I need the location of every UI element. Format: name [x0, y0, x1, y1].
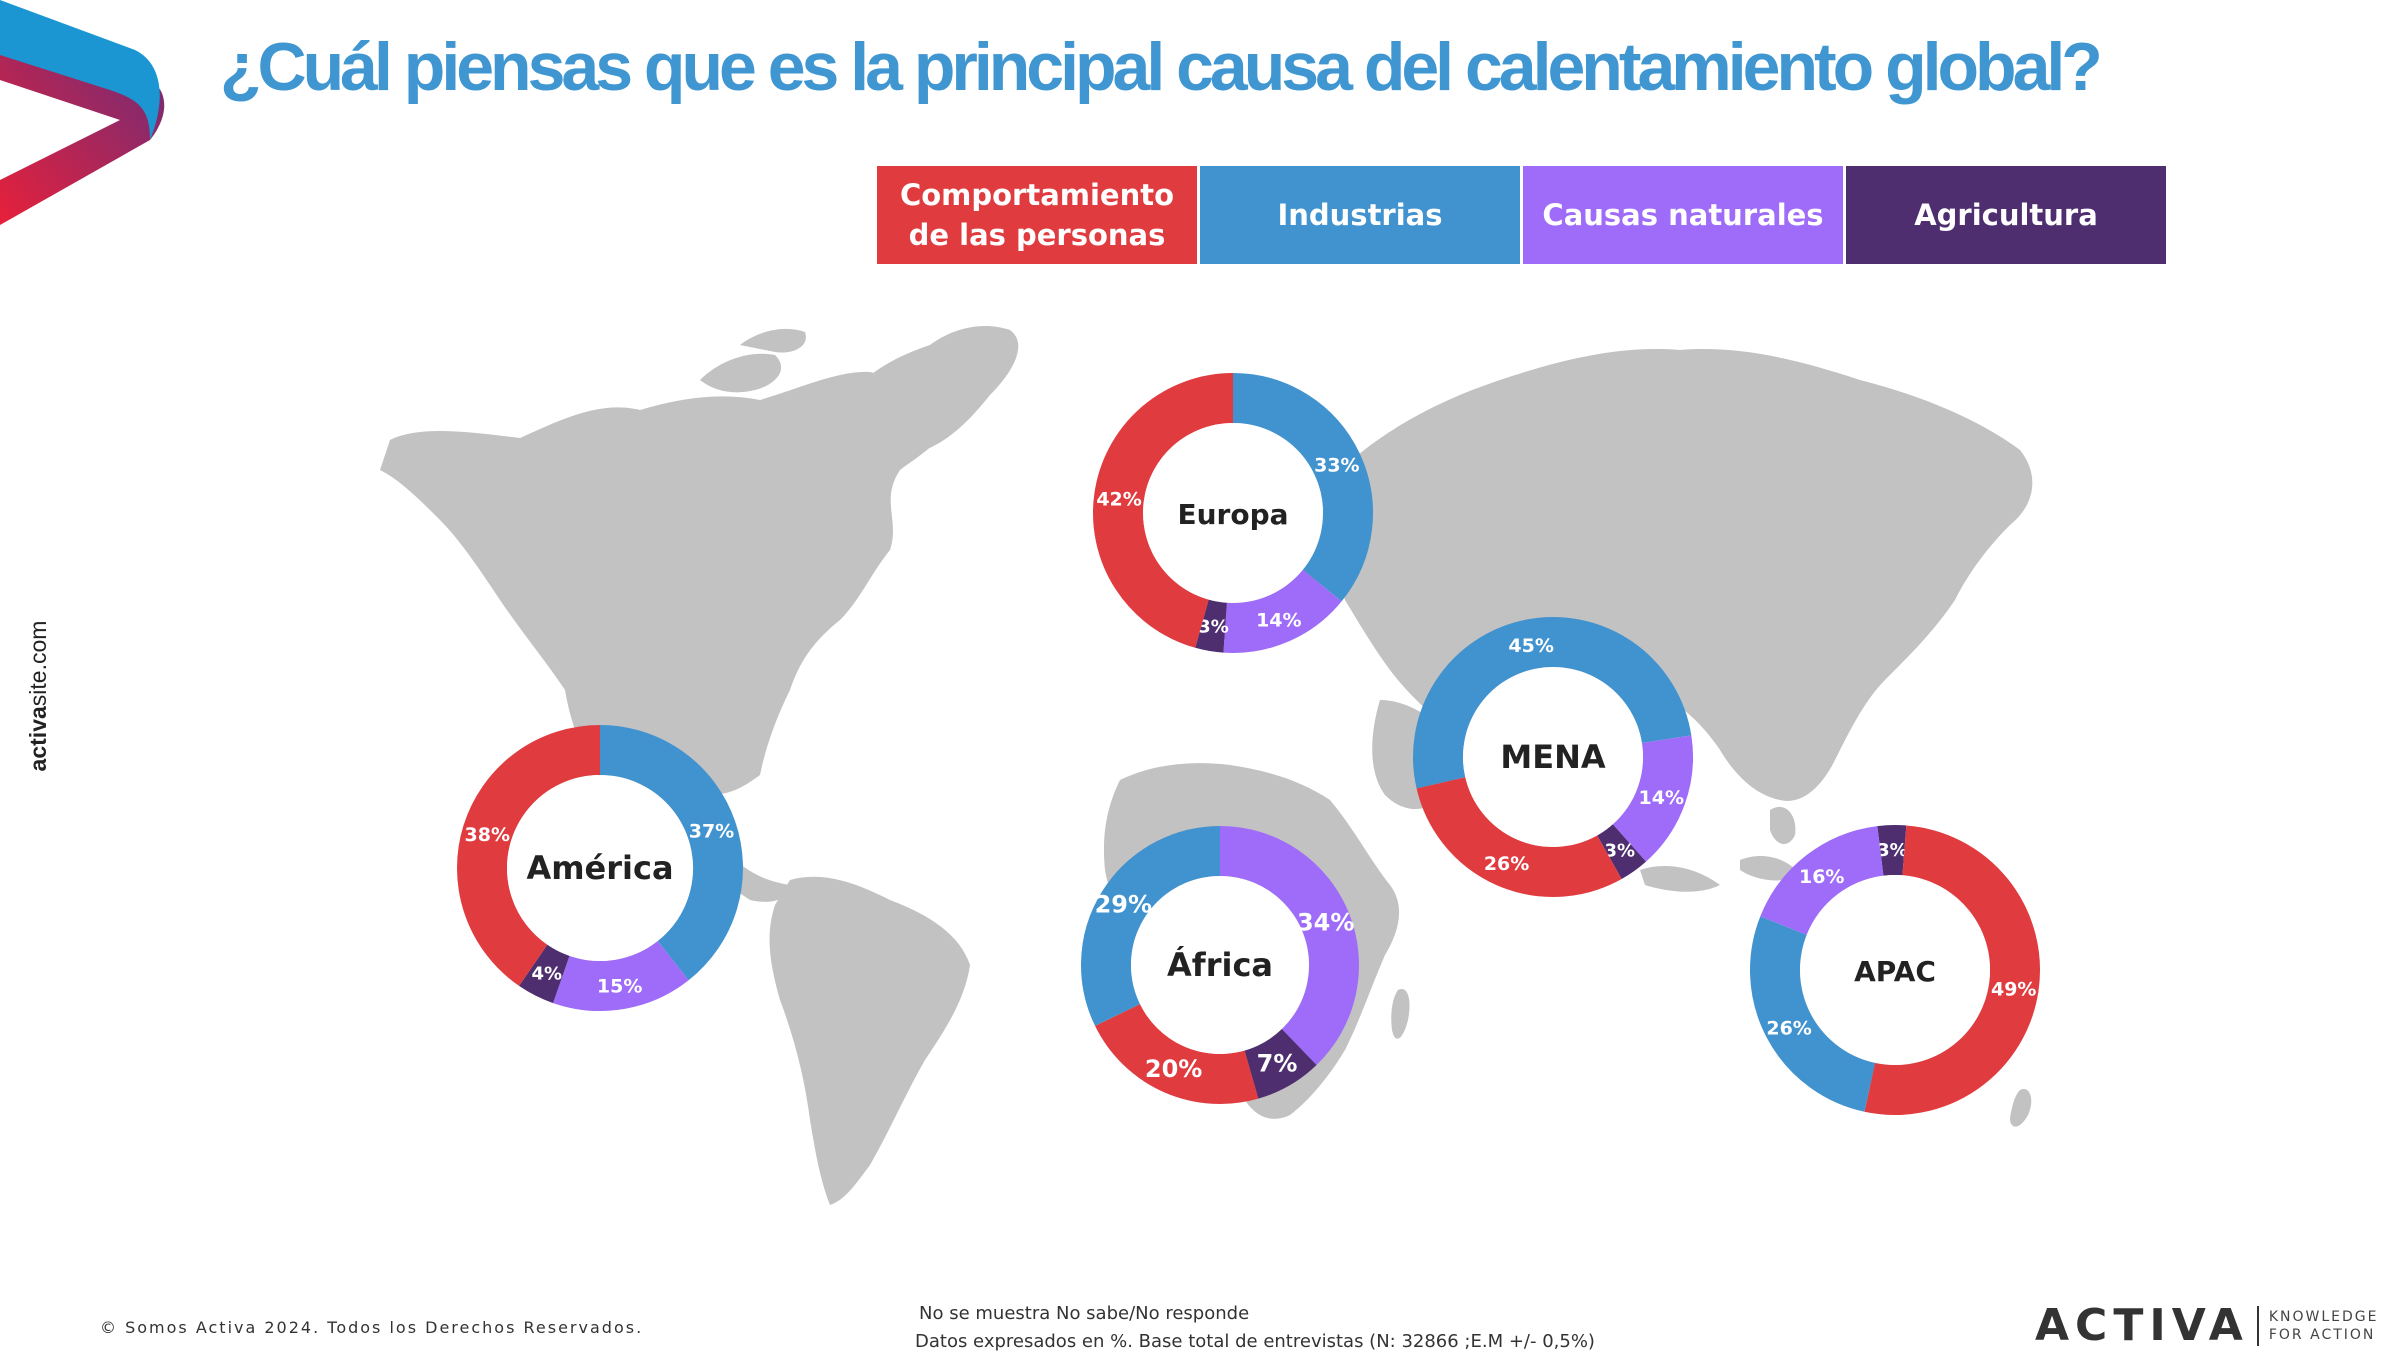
donut-europa-segment-causas-naturales	[1223, 569, 1342, 653]
donut-mena-segment-industrias	[1413, 617, 1692, 789]
donut-europa-segment-agricultura	[1195, 599, 1228, 653]
legend: Comportamiento de las personas Industria…	[877, 166, 2169, 264]
donut-europa-label-comportamiento: 42%	[1096, 488, 1141, 510]
brand-name: ACTIVA	[2035, 1300, 2249, 1351]
donut-apac-title: APAC	[1854, 955, 1936, 988]
donut-mena-label-industrias: 45%	[1508, 635, 1553, 657]
footer-notes: No se muestra No sabe/No responde Datos …	[915, 1300, 1595, 1356]
donut-africa-hole	[1131, 876, 1309, 1054]
donut-europa-label-industrias: 33%	[1314, 455, 1359, 477]
donut-mena-segment-causas-naturales	[1612, 735, 1693, 862]
donut-america-label-comportamiento: 38%	[465, 824, 510, 846]
legend-item-agricultura: Agricultura	[1846, 166, 2166, 264]
donut-america-label-agricultura: 4%	[531, 963, 562, 984]
donut-apac-label-causas-naturales: 16%	[1799, 866, 1844, 888]
donut-america-segment-agricultura	[519, 944, 571, 1004]
copyright-text: © Somos Activa 2024. Todos los Derechos …	[100, 1318, 644, 1337]
map-south-america	[769, 876, 970, 1205]
donut-europa-label-causas-naturales: 14%	[1256, 609, 1301, 631]
donut-africa-label-causas-naturales: 34%	[1297, 908, 1354, 936]
activa-brand: ACTIVA KNOWLEDGE FOR ACTION	[2035, 1300, 2379, 1351]
donut-europa-title: Europa	[1177, 498, 1288, 531]
map-north-america	[380, 371, 946, 902]
legend-item-causas-naturales: Causas naturales	[1523, 166, 1843, 264]
map-japan	[1952, 512, 1990, 571]
donut-africa-label-comportamiento: 20%	[1145, 1055, 1202, 1083]
donut-africa-title: África	[1167, 946, 1273, 984]
donut-mena-label-causas-naturales: 14%	[1639, 787, 1684, 809]
brand-separator	[2256, 1305, 2259, 1346]
donut-africa-segment-comportamiento	[1095, 1003, 1259, 1104]
donut-america-segment-industrias	[599, 725, 743, 981]
donut-america-segment-causas-naturales	[553, 940, 689, 1011]
donut-apac-label-comportamiento: 49%	[1991, 978, 2036, 1000]
donut-mena-label-agricultura: 3%	[1604, 841, 1635, 862]
map-indonesia	[1640, 806, 1800, 892]
page-title: ¿Cuál piensas que es la principal causa …	[220, 29, 2103, 105]
donut-america-segment-comportamiento	[457, 725, 601, 986]
donut-mena-segment-comportamiento	[1416, 776, 1622, 897]
map-new-zealand	[2010, 1089, 2032, 1127]
brand-tagline-line2: FOR ACTION	[2268, 1326, 2376, 1343]
donut-mena-segment-agricultura	[1596, 823, 1647, 880]
donut-apac-label-agricultura: 3%	[1877, 840, 1908, 861]
donut-africa-segment-industrias	[1081, 826, 1221, 1026]
donut-europa-segment-comportamiento	[1093, 373, 1234, 648]
donut-mena-label-comportamiento: 26%	[1484, 853, 1529, 875]
brand-tagline-line1: KNOWLEDGE	[2268, 1308, 2379, 1325]
brand-tagline: KNOWLEDGE FOR ACTION	[2269, 1308, 2379, 1344]
note-base: Datos expresados en %. Base total de ent…	[915, 1331, 1595, 1352]
donut-africa-label-industrias: 29%	[1095, 891, 1152, 919]
map-greenland	[850, 325, 1019, 450]
donut-america-label-industrias: 37%	[689, 820, 734, 842]
map-arctic-islands	[700, 328, 806, 393]
map-madagascar	[1391, 989, 1410, 1039]
donut-america-label-causas-naturales: 15%	[597, 975, 642, 997]
donut-apac-label-industrias: 26%	[1766, 1017, 1811, 1039]
note-no-answer: No se muestra No sabe/No responde	[919, 1303, 1250, 1324]
donut-america-hole	[507, 775, 693, 961]
donut-africa-segment-causas-naturales	[1219, 826, 1359, 1065]
donut-apac-segment-agricultura	[1877, 825, 1907, 876]
donut-apac-hole	[1800, 875, 1990, 1065]
donut-europa-hole	[1143, 423, 1323, 603]
legend-item-comportamiento: Comportamiento de las personas	[877, 166, 1197, 264]
donut-charts: 33% 14% 3% 42% Europa 37% 15% 4% 38% América 34% 7%…	[457, 373, 2041, 1115]
legend-item-industrias: Industrias	[1200, 166, 1520, 264]
donut-america-title: América	[526, 849, 673, 887]
donut-mena-title: MENA	[1500, 738, 1605, 776]
donut-mena-hole	[1463, 667, 1643, 847]
donut-europa-segment-industrias	[1232, 373, 1373, 602]
donut-apac-segment-comportamiento	[1864, 825, 2041, 1115]
donut-europa-label-agricultura: 3%	[1198, 616, 1229, 637]
donut-africa-segment-agricultura	[1243, 1028, 1317, 1099]
donut-apac-segment-causas-naturales	[1760, 826, 1885, 936]
activa-logo-mark-icon	[0, 0, 165, 225]
donut-apac-segment-industrias	[1750, 916, 1876, 1112]
donut-africa-label-agricultura: 7%	[1257, 1050, 1298, 1078]
